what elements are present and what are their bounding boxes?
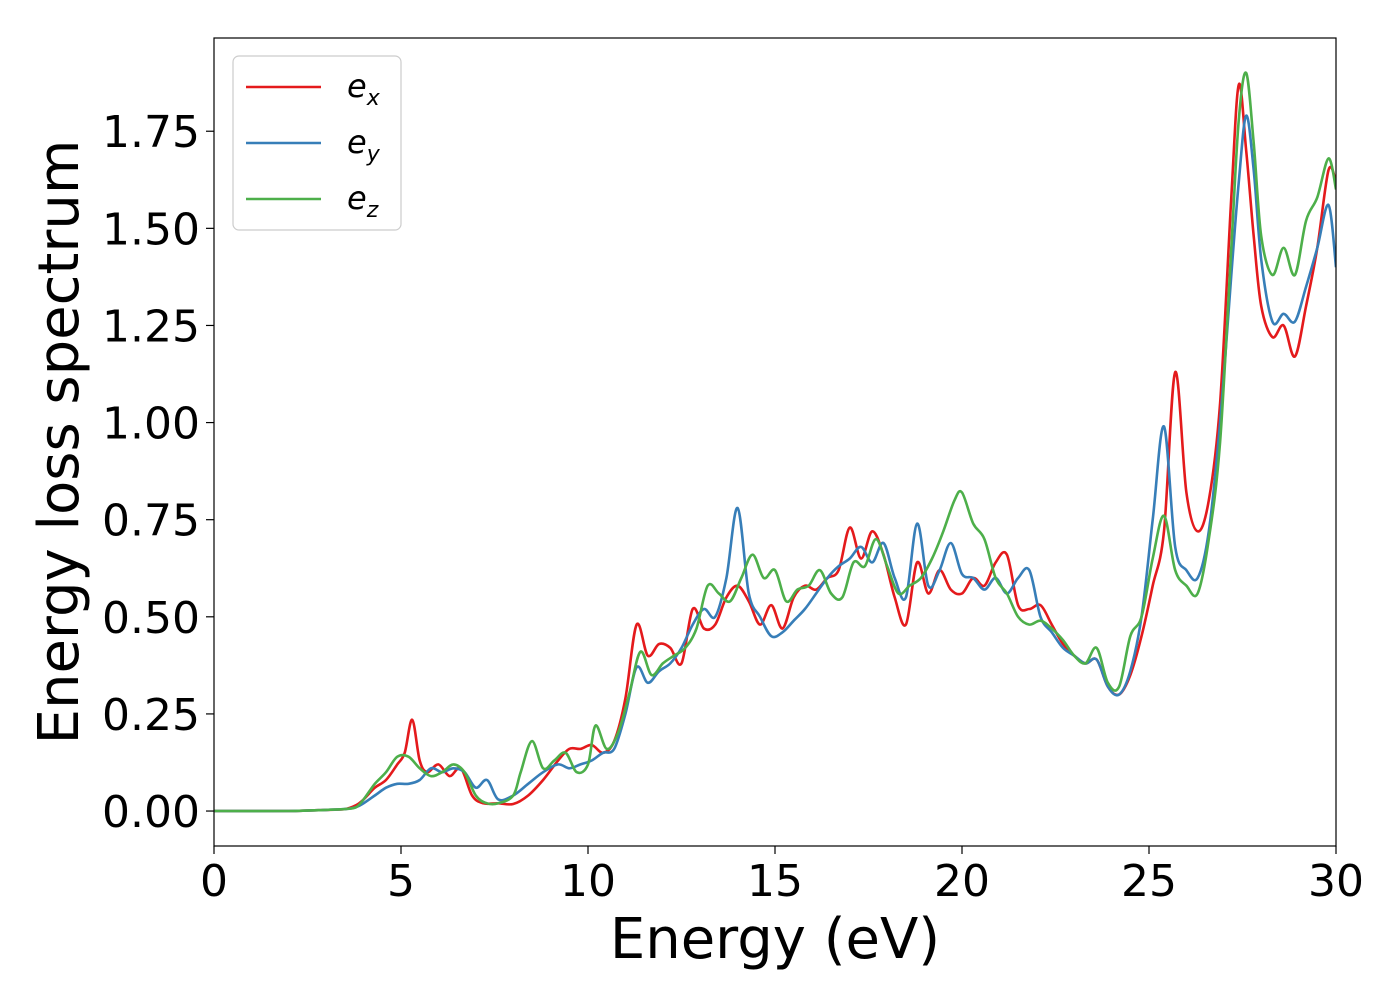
y-tick-label: 0.00	[102, 787, 200, 838]
x-axis: 0 5 10 15 20 25 30	[200, 846, 1364, 907]
x-tick-label: 20	[934, 856, 990, 907]
series-line-y	[214, 114, 1336, 813]
y-tick-label: 1.75	[102, 107, 200, 158]
x-tick-label: 5	[387, 856, 415, 907]
y-tick-label: 1.00	[102, 399, 200, 450]
y-tick-label: 1.25	[102, 301, 200, 352]
y-axis: 0.00 0.25 0.50 0.75 1.00 1.25 1.50 1.75	[102, 107, 214, 838]
x-tick-label: 10	[560, 856, 616, 907]
plot-area	[214, 71, 1336, 813]
x-tick-label: 0	[200, 856, 228, 907]
y-axis-title: Energy loss spectrum	[27, 140, 92, 745]
x-tick-label: 25	[1121, 856, 1177, 907]
x-tick-label: 15	[747, 856, 803, 907]
y-tick-label: 0.50	[102, 593, 200, 644]
y-tick-label: 0.25	[102, 690, 200, 741]
y-tick-label: 0.75	[102, 496, 200, 547]
x-tick-label: 30	[1308, 856, 1364, 907]
x-axis-title: Energy (eV)	[610, 907, 940, 972]
series-line-x	[214, 82, 1336, 813]
series-line-z	[214, 71, 1336, 813]
y-tick-label: 1.50	[102, 204, 200, 255]
